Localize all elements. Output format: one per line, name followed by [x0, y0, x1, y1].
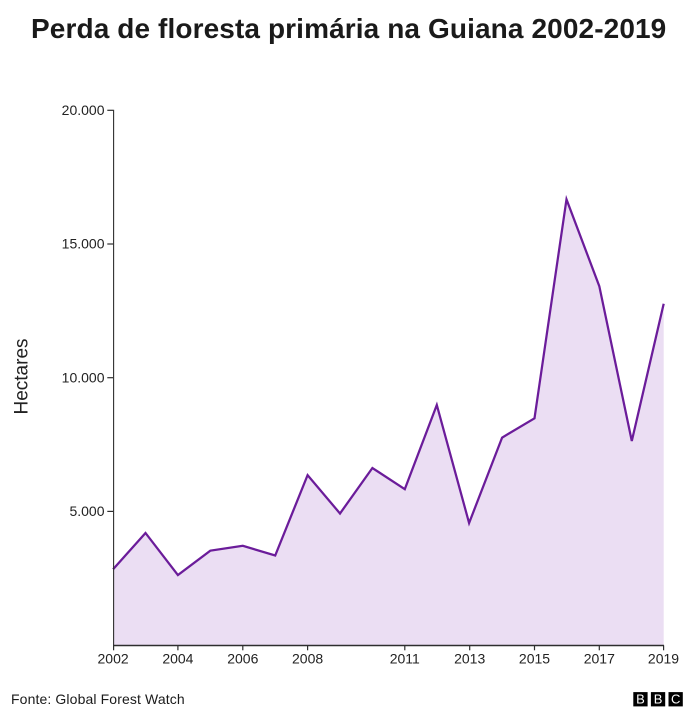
svg-text:B: B — [636, 691, 645, 706]
svg-text:20.000: 20.000 — [62, 102, 105, 118]
svg-text:2015: 2015 — [519, 651, 550, 667]
svg-text:2004: 2004 — [162, 651, 193, 667]
svg-text:Fonte: Global Forest Watch: Fonte: Global Forest Watch — [11, 691, 185, 707]
svg-text:Perda de floresta primária na: Perda de floresta primária na Guiana 200… — [31, 13, 666, 44]
svg-text:B: B — [654, 691, 663, 706]
svg-text:2002: 2002 — [98, 651, 129, 667]
svg-text:2019: 2019 — [648, 651, 679, 667]
svg-text:2008: 2008 — [292, 651, 323, 667]
svg-text:10.000: 10.000 — [62, 369, 105, 385]
svg-text:2006: 2006 — [227, 651, 258, 667]
svg-text:15.000: 15.000 — [62, 236, 105, 252]
svg-text:2011: 2011 — [390, 651, 420, 667]
svg-text:2013: 2013 — [454, 651, 485, 667]
svg-text:5.000: 5.000 — [69, 503, 104, 519]
svg-text:2017: 2017 — [584, 651, 615, 667]
svg-text:Hectares: Hectares — [11, 338, 32, 414]
svg-text:C: C — [671, 691, 680, 706]
